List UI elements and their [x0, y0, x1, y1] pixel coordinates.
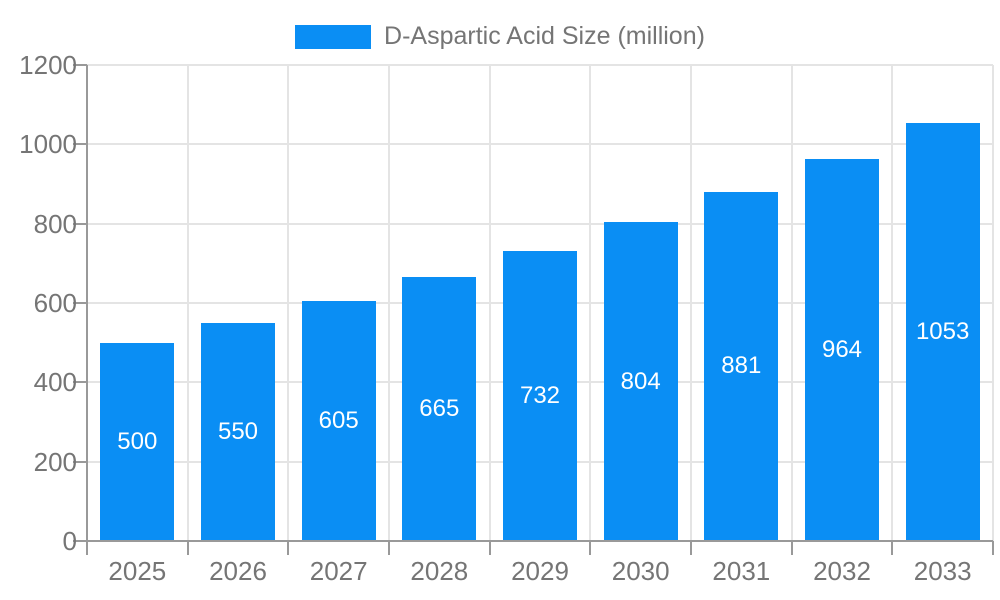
bar-2033[interactable] — [905, 123, 980, 541]
bar-2027[interactable] — [301, 301, 376, 541]
x-axis-tick-7 — [790, 541, 793, 555]
bar-2029[interactable] — [503, 250, 577, 541]
bar-value-label-2033: 1053 — [915, 318, 970, 346]
y-axis-tick-1000 — [73, 143, 87, 146]
legend-swatch-icon — [295, 24, 372, 49]
gridline-v-8 — [891, 65, 894, 541]
bar-value-label-2030: 804 — [620, 367, 661, 395]
bar-value-label-2025: 500 — [117, 427, 158, 455]
x-axis-tick-4 — [488, 541, 491, 555]
bar-value-label-2026: 550 — [217, 417, 259, 445]
bar-value-label-2028: 665 — [419, 395, 460, 423]
y-axis-tick-200 — [73, 460, 87, 463]
bar-value-label-2032: 964 — [821, 335, 863, 363]
bar-value-label-2031: 881 — [721, 352, 762, 380]
x-axis-tick-label-2030: 2030 — [611, 556, 670, 586]
y-axis-tick-label-0: 0 — [62, 526, 77, 556]
gridline-h-800 — [87, 222, 993, 225]
gridline-v-7 — [790, 65, 793, 541]
gridline-v-2 — [287, 65, 290, 541]
gridline-v-4 — [488, 65, 491, 541]
bar-2026[interactable] — [201, 322, 275, 541]
x-axis-tick-1 — [186, 541, 189, 555]
x-axis-tick-3 — [388, 541, 390, 555]
x-axis-tick-6 — [690, 541, 692, 555]
bar-2028[interactable] — [402, 277, 477, 541]
gridline-v-9 — [992, 65, 994, 541]
legend-label: D-Aspartic Acid Size (million) — [384, 22, 705, 50]
y-axis-tick-label-1200: 1200 — [19, 50, 77, 80]
x-axis-tick-8 — [891, 541, 894, 555]
bar-2030[interactable] — [603, 222, 678, 541]
bar-2032[interactable] — [805, 158, 879, 541]
bar-value-label-2027: 605 — [318, 407, 359, 434]
y-axis-tick-label-1000: 1000 — [19, 129, 77, 160]
gridline-v-5 — [589, 65, 592, 541]
bar-value-label-2029: 732 — [519, 381, 561, 409]
x-axis-tick-label-2029: 2029 — [511, 556, 569, 586]
gridline-v-1 — [186, 65, 189, 541]
x-axis-tick-2 — [287, 541, 290, 555]
y-axis-tick-label-800: 800 — [33, 208, 77, 239]
gridline-h-1200 — [87, 64, 993, 66]
y-axis-tick-label-600: 600 — [33, 288, 77, 318]
x-axis-tick-label-2031: 2031 — [712, 556, 771, 586]
x-axis-tick-label-2025: 2025 — [108, 556, 167, 586]
gridline-v-6 — [690, 65, 692, 541]
bar-2031[interactable] — [704, 191, 779, 541]
x-axis-tick-5 — [589, 541, 592, 555]
legend[interactable]: D-Aspartic Acid Size (million) — [0, 22, 1000, 51]
x-axis-tick-9 — [992, 541, 994, 555]
y-axis-tick-600 — [73, 302, 87, 304]
y-axis-tick-label-400: 400 — [33, 367, 77, 398]
x-axis-tick-label-2033: 2033 — [913, 556, 972, 586]
bar-2025[interactable] — [100, 342, 175, 541]
x-axis-line — [73, 540, 993, 542]
x-axis-tick-label-2028: 2028 — [410, 556, 469, 586]
gridline-v-3 — [388, 65, 390, 541]
gridline-h-1000 — [87, 143, 993, 146]
y-axis-tick-0 — [73, 540, 87, 542]
y-axis-line — [86, 65, 88, 555]
x-axis-tick-label-2032: 2032 — [813, 556, 871, 586]
x-axis-tick-label-2027: 2027 — [309, 556, 368, 586]
y-axis-tick-1200 — [73, 64, 87, 66]
y-axis-tick-800 — [73, 222, 87, 225]
y-axis-tick-400 — [73, 381, 87, 384]
x-axis-tick-0 — [86, 541, 88, 555]
x-axis-tick-label-2026: 2026 — [209, 556, 267, 586]
y-axis-tick-label-200: 200 — [33, 446, 77, 477]
